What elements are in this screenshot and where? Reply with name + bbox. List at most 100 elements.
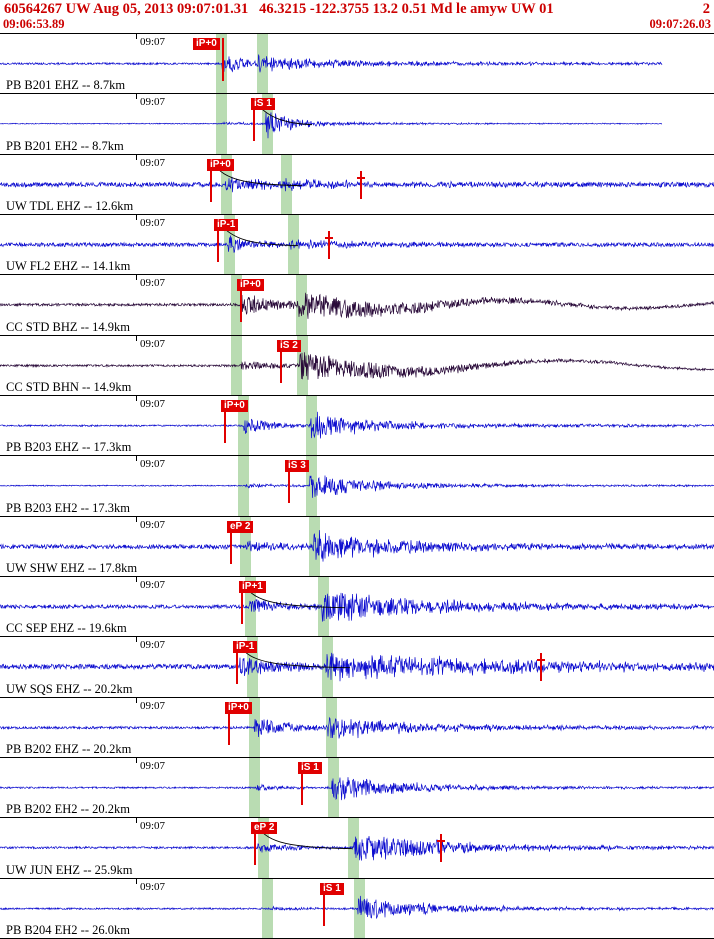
waveform[interactable]	[0, 879, 714, 938]
seismogram-trace	[0, 777, 714, 801]
waveform[interactable]	[0, 456, 714, 515]
minute-tick	[136, 516, 137, 522]
event-summary-title: 60564267 UW Aug 05, 2013 09:07:01.31 46.…	[4, 1, 554, 17]
phase-pick-label[interactable]: iS 2	[277, 339, 301, 352]
waveform[interactable]	[0, 698, 714, 757]
station-label: UW FL2 EHZ -- 14.1km	[6, 259, 131, 274]
station-label: PB B201 EH2 -- 8.7km	[6, 138, 124, 153]
seismogram-trace	[0, 716, 714, 739]
phase-pick-line	[280, 339, 282, 383]
phase-pick-label[interactable]: iP+0	[207, 158, 234, 171]
coda-duration-marker[interactable]	[537, 653, 545, 682]
waveform[interactable]	[0, 275, 714, 334]
trace-row[interactable]: 09:07 iP+0 PB B201 EHZ -- 8.7km	[0, 34, 714, 95]
station-label: PB B202 EHZ -- 20.2km	[6, 741, 132, 756]
phase-window-band	[257, 34, 268, 94]
trace-row[interactable]: 09:07 iP+0 PB B202 EHZ -- 20.2km	[0, 697, 714, 758]
phase-pick-label[interactable]: iP+0	[225, 701, 252, 714]
phase-pick-line	[217, 218, 219, 262]
phase-window-band	[247, 637, 258, 697]
trace-row[interactable]: 09:07 iS 2 CC STD BHN -- 14.9km	[0, 335, 714, 396]
trace-row[interactable]: 09:07 eP 2 UW SHW EHZ -- 17.8km	[0, 516, 714, 577]
phase-pick-line	[210, 158, 212, 202]
phase-pick-line	[301, 761, 303, 805]
minute-time-label: 09:07	[140, 699, 166, 712]
station-label: PB B203 EHZ -- 17.3km	[6, 440, 132, 455]
phase-pick-label[interactable]: iP-1	[214, 218, 239, 231]
phase-window-band	[238, 395, 249, 456]
trace-row[interactable]: 09:07 iS 1 PB B201 EH2 -- 8.7km	[0, 94, 714, 155]
coda-duration-marker[interactable]	[357, 170, 365, 199]
phase-pick-line	[222, 38, 224, 81]
trace-row[interactable]: 09:07 iP-1 UW SQS EHZ -- 20.2km	[0, 637, 714, 698]
seismogram-trace	[0, 592, 714, 622]
trace-row[interactable]: 09:07 iP+0 CC STD BHZ -- 14.9km	[0, 275, 714, 336]
phase-window-band	[309, 516, 320, 576]
minute-time-label: 09:07	[140, 880, 166, 893]
minute-time-label: 09:07	[140, 397, 166, 410]
trace-row[interactable]: 09:07 iP+0 PB B203 EHZ -- 17.3km	[0, 395, 714, 457]
minute-time-label: 09:07	[140, 337, 166, 350]
coda-duration-marker[interactable]	[437, 834, 445, 863]
minute-tick	[136, 757, 137, 763]
phase-pick-line	[323, 882, 325, 926]
minute-tick	[136, 637, 137, 643]
minute-tick	[136, 34, 137, 39]
seismogram-trace	[0, 112, 663, 139]
station-label: UW SQS EHZ -- 20.2km	[6, 681, 133, 696]
page-number: 2	[702, 1, 710, 17]
phase-pick-line	[241, 580, 243, 624]
phase-pick-label[interactable]: eP 2	[251, 822, 278, 835]
phase-pick-label[interactable]: iS 1	[298, 761, 322, 774]
phase-pick-label[interactable]: iP+1	[239, 580, 266, 593]
minute-tick	[136, 878, 137, 884]
trace-row[interactable]: 09:07 iP-1 UW FL2 EHZ -- 14.1km	[0, 214, 714, 276]
trace-row[interactable]: 09:07 iP+0 UW TDL EHZ -- 12.6km	[0, 154, 714, 215]
coda-duration-marker[interactable]	[325, 230, 333, 259]
minute-tick	[136, 395, 137, 401]
waveform[interactable]	[0, 336, 714, 395]
station-label: PB B201 EHZ -- 8.7km	[6, 78, 126, 93]
phase-pick-label[interactable]: iS 1	[251, 98, 275, 111]
seismogram-trace	[0, 895, 714, 919]
seismogram-trace	[0, 411, 714, 439]
phase-pick-label[interactable]: iP+0	[193, 38, 220, 50]
seismogram-trace	[0, 529, 714, 562]
phase-window-band	[245, 576, 256, 637]
minute-tick	[136, 818, 137, 824]
phase-window-band	[281, 154, 292, 214]
waveform[interactable]	[0, 517, 714, 576]
minute-time-label: 09:07	[140, 156, 166, 169]
phase-pick-label[interactable]: iP+0	[237, 279, 264, 292]
waveform[interactable]	[0, 758, 714, 817]
phase-window-band	[221, 154, 232, 214]
seismogram-trace	[0, 176, 714, 192]
phase-pick-label[interactable]: eP 2	[227, 520, 254, 533]
phase-pick-label[interactable]: iS 3	[285, 460, 309, 473]
trace-row[interactable]: 09:07 iS 1 PB B202 EH2 -- 20.2km	[0, 757, 714, 819]
trace-panel-list: 09:07 iP+0 PB B201 EHZ -- 8.7km 09:07 iS…	[0, 33, 714, 939]
minute-time-label: 09:07	[140, 578, 166, 591]
minute-time-label: 09:07	[140, 277, 166, 290]
station-label: UW JUN EHZ -- 25.9km	[6, 862, 133, 877]
phase-window-band	[348, 818, 359, 878]
phase-pick-label[interactable]: iP-1	[233, 641, 258, 654]
station-label: UW TDL EHZ -- 12.6km	[6, 198, 134, 213]
trace-row[interactable]: 09:07 iS 3 PB B203 EH2 -- 17.3km	[0, 456, 714, 517]
phase-window-band	[224, 214, 235, 275]
phase-pick-line	[224, 399, 226, 443]
seismogram-trace	[0, 475, 714, 499]
trace-row[interactable]: 09:07 eP 2 UW JUN EHZ -- 25.9km	[0, 818, 714, 879]
waveform[interactable]	[0, 34, 714, 93]
minute-tick	[136, 697, 137, 703]
trace-row[interactable]: 09:07 iS 1 PB B204 EH2 -- 26.0km	[0, 878, 714, 939]
phase-window-band	[258, 818, 269, 878]
phase-window-band	[296, 275, 307, 335]
phase-pick-label[interactable]: iS 1	[320, 882, 344, 895]
trace-row[interactable]: 09:07 iP+1 CC SEP EHZ -- 19.6km	[0, 576, 714, 638]
phase-pick-line	[253, 98, 255, 142]
waveform[interactable]	[0, 396, 714, 455]
phase-pick-label[interactable]: iP+0	[221, 399, 248, 412]
minute-time-label: 09:07	[140, 759, 166, 772]
station-label: UW SHW EHZ -- 17.8km	[6, 560, 138, 575]
